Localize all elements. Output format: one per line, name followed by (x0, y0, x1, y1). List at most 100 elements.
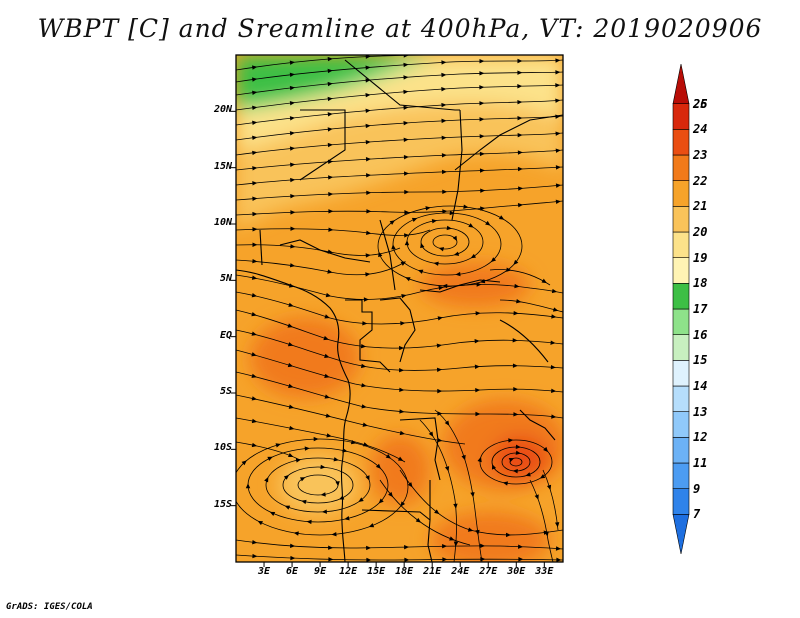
streamline-arrow (360, 363, 367, 369)
streamline-arrow (479, 101, 485, 106)
streamline-arrow (365, 108, 371, 113)
streamline-arrow (555, 58, 561, 63)
lat-label: 5N (219, 273, 232, 285)
colorbar-swatch (672, 283, 690, 310)
streamline-arrow (289, 146, 296, 151)
streamline-arrow (444, 420, 450, 426)
streamline-arrow (283, 474, 290, 480)
streamline-arrow (328, 175, 334, 180)
streamline-arrow (287, 362, 294, 368)
streamline-arrow (517, 132, 523, 138)
streamline-arrow (463, 204, 469, 209)
streamline-arrow (327, 127, 333, 132)
streamline-arrow (358, 497, 364, 503)
colorbar-label: 18 (693, 276, 708, 291)
streamline-arrow (399, 368, 405, 373)
colorbar-label: 20 (693, 225, 708, 239)
wbpt-hot-region (492, 436, 548, 480)
streamline-arrow (434, 509, 440, 515)
streamline-arrow (479, 59, 485, 64)
streamline-arrow (518, 557, 524, 562)
streamline-arrow (328, 557, 334, 562)
streamline-arrow (470, 253, 477, 259)
streamline-arrow (517, 150, 523, 155)
streamline-arrow (327, 56, 333, 62)
streamline-arrow (365, 272, 371, 277)
streamline-arrow (324, 373, 330, 378)
streamline-arrow (323, 335, 329, 341)
streamline-arrow (442, 209, 448, 214)
streamline-arrow (399, 345, 405, 351)
streamline-arrow (289, 85, 296, 91)
streamline-arrow (441, 135, 447, 141)
streamline-arrow (444, 466, 450, 472)
streamline-arrow (437, 411, 443, 416)
streamline-arrow (365, 55, 371, 59)
colorbar-swatch (672, 488, 690, 515)
streamline-arrow (438, 247, 445, 252)
streamline-arrow (366, 230, 372, 236)
streamline-arrow (252, 258, 258, 264)
streamline-arrow (252, 150, 258, 156)
colorbar-label: 13 (693, 404, 708, 419)
streamline-arrow (331, 532, 337, 537)
streamline-arrow (251, 396, 258, 401)
map-title: WBPT [C] and Sreamline at 400hPa, VT: 20… (37, 14, 763, 43)
streamline-arrow (452, 235, 458, 242)
streamline-arrow (474, 364, 480, 369)
streamline-arrow (551, 388, 557, 394)
streamline-arrow (517, 58, 523, 64)
streamline-arrow (512, 338, 518, 343)
colorbar-swatch (672, 462, 690, 489)
streamline-arrow (257, 520, 264, 526)
streamline-arrow (441, 72, 447, 78)
streamline-arrow (405, 277, 411, 282)
streamline-arrow (365, 78, 371, 83)
streamline-arrow (555, 165, 561, 170)
streamline-arrow (252, 211, 258, 217)
streamline-arrow (468, 223, 474, 228)
streamline-arrow (417, 269, 424, 274)
streamline-arrow (264, 476, 269, 483)
streamline-arrow (251, 442, 258, 448)
streamline-arrow (404, 557, 410, 562)
colorbar-label: 14 (693, 379, 708, 393)
streamline-arrow (267, 456, 273, 461)
streamline-arrow (320, 464, 326, 470)
streamline-arrow (403, 154, 409, 160)
lon-label: 6E (286, 566, 299, 577)
colorbar-label: 16 (693, 327, 708, 342)
streamline-arrow (289, 60, 295, 65)
streamline-arrow (508, 458, 515, 463)
streamline-arrow (506, 267, 512, 272)
colorbar-label: 25 (693, 96, 708, 111)
streamline-arrow (514, 283, 520, 289)
colorbar-label: 7 (693, 507, 701, 522)
lon-label: 3E (257, 566, 271, 577)
streamline-arrow (363, 442, 369, 447)
streamline-arrow (365, 123, 371, 129)
streamline-arrow (517, 202, 524, 208)
streamline-arrow (474, 339, 480, 344)
streamline-arrow (437, 437, 443, 443)
streamlines (236, 55, 563, 562)
streamline-arrow (480, 556, 486, 562)
streamline-arrow (455, 271, 461, 277)
streamline-arrow (539, 474, 546, 479)
footer-credit: GrADS: IGES/COLA (6, 602, 93, 612)
streamline-arrow (288, 302, 294, 307)
colorbar-swatch (672, 206, 690, 233)
streamline-arrow (403, 137, 409, 142)
streamline-arrow (437, 316, 443, 321)
streamline-arrow (403, 105, 409, 110)
streamline-arrow (290, 226, 296, 231)
streamline-arrow (517, 115, 523, 121)
streamline-arrow (541, 278, 547, 284)
streamline-arrow (453, 503, 458, 509)
streamline-arrow (299, 477, 306, 482)
streamline-arrow (441, 169, 448, 175)
streamline-arrow (327, 68, 333, 74)
streamline-arrow (328, 191, 334, 197)
streamline-arrow (480, 206, 486, 211)
colorbar-label: 21 (693, 199, 708, 214)
